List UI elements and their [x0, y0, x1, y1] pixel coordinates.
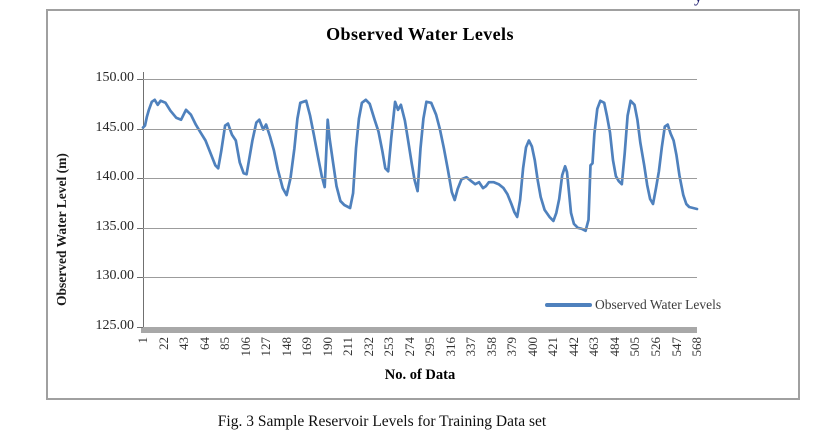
x-tick-label: 421	[545, 337, 561, 357]
x-axis-title: No. of Data	[384, 367, 456, 383]
legend: Observed Water Levels	[545, 297, 721, 313]
gridline-140	[143, 178, 697, 180]
y-tick-label: 125.00	[95, 318, 135, 333]
gridline-150	[143, 79, 697, 80]
x-tick-label: 274	[401, 337, 417, 357]
x-tick-label: 484	[606, 337, 622, 357]
x-tick-label: 1	[135, 337, 150, 344]
x-tick-label: 232	[360, 337, 376, 357]
x-tick-label: 22	[155, 337, 171, 350]
x-tick-label: 64	[196, 337, 212, 350]
plot-area	[141, 79, 699, 327]
y-tickmark	[137, 178, 143, 180]
x-tick-label: 85	[217, 337, 233, 350]
y-axis-ticks: 150.00 145.00 140.00 135.00 130.00 125.00	[48, 70, 135, 333]
series-svg	[141, 98, 699, 233]
y-tickmark	[137, 277, 143, 279]
x-tick-label: 253	[381, 337, 397, 357]
y-axis-line	[143, 72, 144, 333]
gridline-145	[143, 128, 697, 130]
figure-caption: Fig. 3 Sample Reservoir Levels for Train…	[217, 413, 547, 430]
x-tick-label: 463	[586, 337, 602, 357]
x-tick-label: 400	[524, 337, 540, 357]
x-tick-label: 547	[668, 337, 684, 357]
legend-line-swatch	[545, 303, 592, 307]
x-tick-label: 106	[237, 337, 253, 357]
x-tick-label: 43	[176, 337, 191, 350]
x-tick-label: 379	[504, 337, 520, 357]
x-tick-label: 169	[299, 337, 315, 357]
x-tick-label: 316	[442, 337, 458, 357]
y-tick-label: 145.00	[95, 119, 135, 135]
x-tick-label: 148	[278, 337, 294, 357]
y-tick-label: 135.00	[95, 218, 135, 234]
chart-container: Observed Water Levels Observed Water Lev…	[46, 9, 800, 400]
cutoff-text-fragment: y	[694, 0, 703, 7]
x-tick-label: 358	[483, 337, 499, 357]
chart-title: Observed Water Levels	[326, 24, 514, 44]
x-tick-label: 127	[258, 337, 274, 357]
y-tickmark	[137, 227, 143, 229]
x-tick-label: 505	[627, 337, 643, 357]
x-tick-label: 337	[463, 337, 479, 357]
x-axis-band	[141, 327, 697, 333]
x-tick-label: 526	[648, 337, 663, 357]
y-tickmark	[137, 327, 143, 328]
x-tick-label: 295	[422, 337, 438, 357]
y-tickmark	[137, 128, 143, 130]
observed-water-levels-line	[141, 98, 699, 233]
x-tick-label: 211	[340, 337, 356, 357]
x-tick-label: 568	[689, 337, 704, 357]
legend-entry-label: Observed Water Levels	[595, 297, 722, 312]
y-tick-label: 140.00	[95, 169, 135, 185]
gridline-135	[143, 227, 697, 229]
x-tick-label: 190	[319, 337, 335, 357]
y-tick-label: 130.00	[95, 268, 135, 284]
x-tick-label: 442	[565, 337, 581, 357]
gridline-130	[143, 277, 697, 279]
y-tick-label: 150.00	[95, 70, 135, 85]
y-tickmark	[137, 79, 143, 80]
